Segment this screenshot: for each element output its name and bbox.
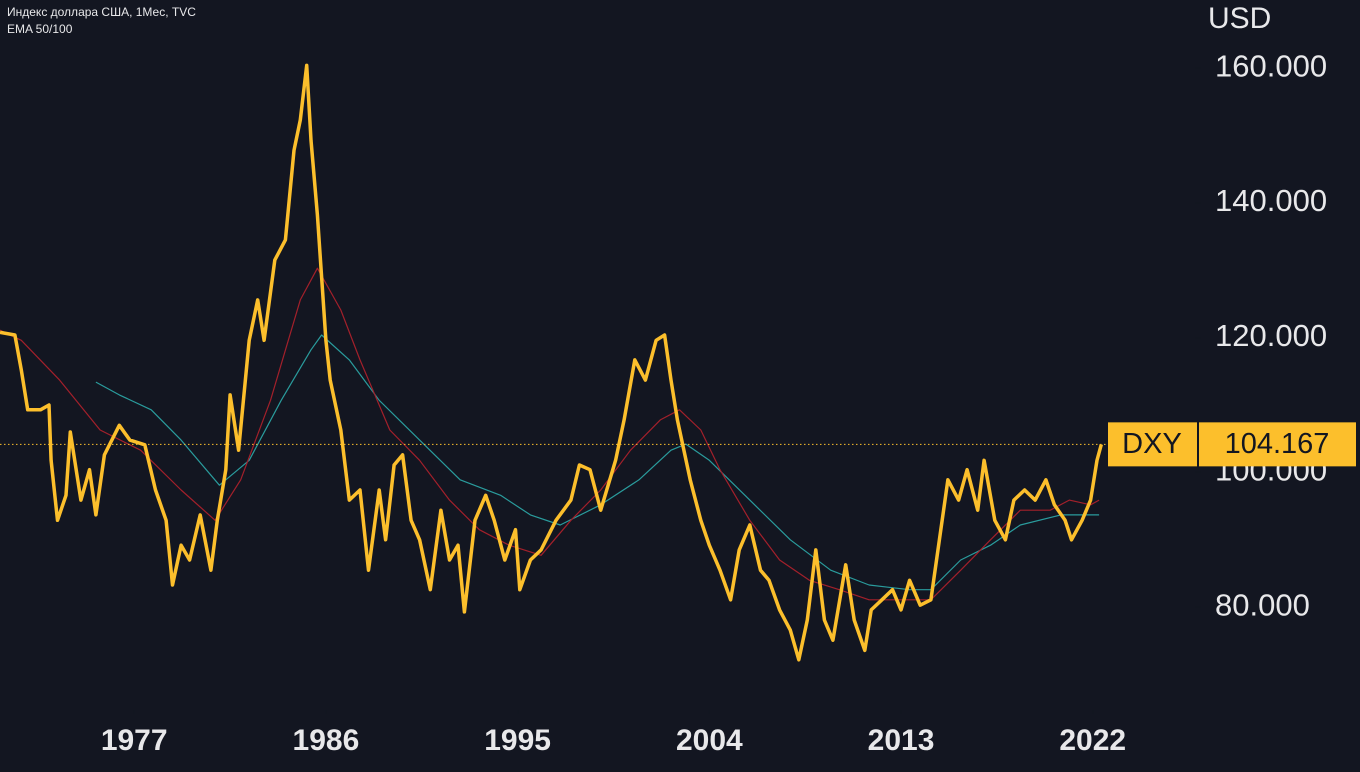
series-line (95, 334, 1100, 591)
y-tick-label: 120.000 (1215, 318, 1327, 353)
x-tick-label: 1977 (101, 724, 168, 757)
last-name-label: DXY (1122, 428, 1182, 460)
last-name-box (1108, 422, 1197, 467)
plot-area (0, 63, 1103, 662)
x-tick-label: 1995 (484, 724, 551, 757)
y-tick-label: 140.000 (1215, 183, 1327, 218)
y-tick-label: 80.000 (1215, 587, 1310, 622)
last-value-box (1199, 422, 1356, 467)
y-axis-label: USD (1208, 2, 1271, 35)
series-line (0, 267, 1100, 601)
chart-subtitle: EMA 50/100 (7, 22, 73, 36)
y-tick-label: 160.000 (1215, 48, 1327, 83)
x-tick-label: 2013 (868, 724, 935, 757)
x-tick-label: 1986 (293, 724, 360, 757)
x-tick-label: 2004 (676, 724, 743, 757)
x-tick-label: 2022 (1059, 724, 1126, 757)
series-line (0, 63, 1103, 662)
chart-title: Индекс доллара США, 1Мес, TVC (7, 5, 196, 19)
last-value-label: 104.167 (1225, 428, 1330, 460)
